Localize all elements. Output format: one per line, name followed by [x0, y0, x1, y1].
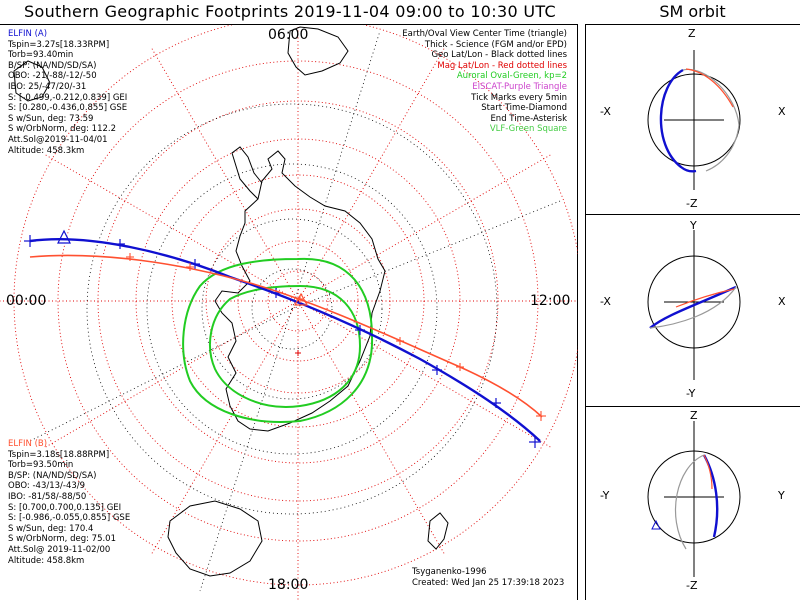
sm-panel-yz: Z -Z -Y Y — [585, 406, 800, 600]
sm-panel-xz-svg — [647, 50, 741, 190]
hour-label-top: 06:00 — [268, 27, 309, 43]
elfin-b-line: S w/Sun, deg: 170.4 — [8, 523, 94, 534]
elfin-b-line: Altitude: 458.8km — [8, 555, 85, 566]
legend-entry: Thick - Science (FGM and/or EPD) — [424, 39, 567, 50]
legend-entry: Tick Marks every 5min — [471, 92, 567, 103]
legend-entry: Auroral Oval-Green, kp=2 — [456, 71, 567, 82]
elfin-a-line: Tspin=3.27s[18.33RPM] — [8, 39, 110, 50]
australia-outline — [167, 500, 263, 577]
elfin-a-name: ELFIN (A) — [8, 29, 48, 39]
sm-xz-top: Z — [688, 27, 696, 40]
model-label: Tsyganenko-1996 — [412, 567, 487, 577]
elfin-b-center-triangle — [293, 292, 309, 306]
footprint-plot: 06:00 00:00 12:00 18:00 ELFIN (A) Tspin=… — [0, 24, 578, 601]
sm-xz-right: X — [778, 105, 786, 118]
footprint-svg — [0, 25, 578, 601]
sm-xy-left: -X — [600, 295, 611, 308]
auroral-oval-outer — [182, 257, 374, 423]
elfin-a-line: B/SP: (NA/ND/SD/SA) — [8, 60, 97, 71]
elfin-a-line: OBO: -21/-88/-12/-50 — [8, 71, 97, 82]
elfin-b-ticks — [126, 253, 546, 421]
elfin-b-line: S w/OrbNorm, deg: 75.01 — [8, 534, 117, 545]
elfin-b-track — [29, 254, 543, 418]
sm-panel-xy-svg — [647, 230, 741, 380]
elfin-b-info: ELFIN (B) Tspin=3.18s[18.88RPM] Torb=93.… — [8, 439, 130, 566]
hour-label-bottom: 18:00 — [268, 577, 309, 593]
sm-xz-bottom: -Z — [686, 197, 698, 210]
sm-xz-left: -X — [600, 105, 611, 118]
elfin-a-line: IBO: 25/-47/20/-31 — [8, 81, 87, 92]
sm-orbit-title: SM orbit — [659, 2, 726, 21]
sm-yz-top: Z — [690, 409, 698, 422]
elfin-a-line: S w/OrbNorm, deg: 112.2 — [8, 124, 117, 135]
legend: Earth/Oval View Center Time (triangle) T… — [402, 29, 567, 135]
legend-entry: Geo Lat/Lon - Black dotted lines — [431, 50, 567, 61]
hour-label-left: 00:00 — [6, 293, 47, 309]
elfin-b-line: S: [0.700,0.700,0.135] GEI — [8, 502, 122, 513]
created-label: Created: Wed Jan 25 17:39:18 2023 — [412, 578, 565, 588]
elfin-a-center-triangle — [57, 229, 71, 244]
sm-panel-xz: Z -Z -X X — [585, 24, 800, 214]
newzealand-outline — [427, 512, 449, 550]
sm-xy-top: Y — [690, 219, 697, 232]
elfin-a-track — [29, 238, 541, 442]
elfin-a-line: Altitude: 458.3km — [8, 145, 85, 156]
elfin-a-info: ELFIN (A) Tspin=3.27s[18.33RPM] Torb=93.… — [8, 29, 127, 156]
sm-xy-bottom: -Y — [686, 387, 696, 400]
elfin-b-line: Tspin=3.18s[18.88RPM] — [8, 449, 110, 460]
sm-yz-left: -Y — [600, 489, 610, 502]
hour-label-right: 12:00 — [530, 293, 571, 309]
elfin-a-line: Torb=93.40min — [8, 50, 74, 61]
elfin-a-line: S: [0.280,-0.436,0.855] GSE — [8, 103, 128, 114]
plot-title: Southern Geographic Footprints 2019-11-0… — [24, 2, 556, 21]
africa-outline — [13, 60, 51, 102]
legend-entry: Start Time-Diamond — [481, 103, 567, 114]
sm-panel-yz-svg — [647, 421, 741, 577]
legend-entry: Mag Lat/Lon - Red dotted lines — [437, 60, 567, 71]
elfin-b-line: Att.Sol@ 2019-11-02/00 — [8, 544, 111, 555]
elfin-a-line: S w/Sun, deg: 73.59 — [8, 113, 94, 124]
south-america-outline — [287, 26, 349, 76]
antarctica-outline — [214, 150, 386, 432]
elfin-b-line: OBO: -43/13/-43/9 — [8, 481, 86, 492]
elfin-a-ticks — [24, 235, 541, 448]
elfin-b-line: B/SP: (NA/ND/SD/SA) — [8, 470, 97, 481]
elfin-b-line: S: [-0.986,-0.055,0.855] GSE — [8, 513, 131, 524]
sm-panel-xy: Y -Y -X X — [585, 214, 800, 406]
elfin-a-line: Att.Sol@2019-11-04/01 — [8, 134, 108, 145]
legend-entry: Earth/Oval View Center Time (triangle) — [402, 29, 567, 39]
elfin-b-line: IBO: -81/58/-88/50 — [8, 491, 87, 502]
peninsula-outline — [231, 146, 263, 200]
elfin-b-line: Torb=93.50min — [8, 460, 74, 471]
legend-entry: EISCAT-Purple Triangle — [472, 81, 567, 92]
sm-xy-right: X — [778, 295, 786, 308]
elfin-a-line: S: [-0.499,-0.212,0.839] GEI — [8, 92, 128, 103]
pole-marker — [295, 350, 301, 356]
geo-latlon-grid — [29, 30, 561, 592]
legend-entry: End Time-Asterisk — [490, 113, 567, 124]
sm-yz-bottom: -Z — [686, 579, 698, 592]
sm-yz-right: Y — [778, 489, 785, 502]
elfin-b-name: ELFIN (B) — [8, 439, 48, 449]
auroral-oval-inner — [209, 284, 362, 408]
legend-entry: VLF-Green Square — [489, 124, 567, 135]
